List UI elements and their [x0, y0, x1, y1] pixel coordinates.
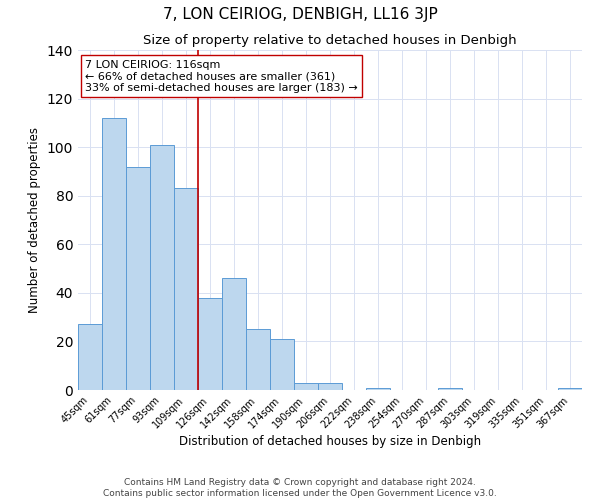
Bar [270, 339, 294, 390]
Bar [150, 144, 174, 390]
Bar [102, 118, 126, 390]
Y-axis label: Number of detached properties: Number of detached properties [28, 127, 41, 313]
Bar [294, 382, 318, 390]
Bar [558, 388, 582, 390]
Bar [126, 166, 150, 390]
Bar [78, 324, 102, 390]
Bar [366, 388, 390, 390]
Text: 7 LON CEIRIOG: 116sqm
← 66% of detached houses are smaller (361)
33% of semi-det: 7 LON CEIRIOG: 116sqm ← 66% of detached … [85, 60, 358, 93]
Text: Contains HM Land Registry data © Crown copyright and database right 2024.
Contai: Contains HM Land Registry data © Crown c… [103, 478, 497, 498]
Text: 7, LON CEIRIOG, DENBIGH, LL16 3JP: 7, LON CEIRIOG, DENBIGH, LL16 3JP [163, 8, 437, 22]
Bar [174, 188, 198, 390]
Bar [222, 278, 246, 390]
Bar [318, 382, 342, 390]
X-axis label: Distribution of detached houses by size in Denbigh: Distribution of detached houses by size … [179, 436, 481, 448]
Bar [438, 388, 462, 390]
Bar [198, 298, 222, 390]
Bar [246, 330, 270, 390]
Title: Size of property relative to detached houses in Denbigh: Size of property relative to detached ho… [143, 34, 517, 48]
